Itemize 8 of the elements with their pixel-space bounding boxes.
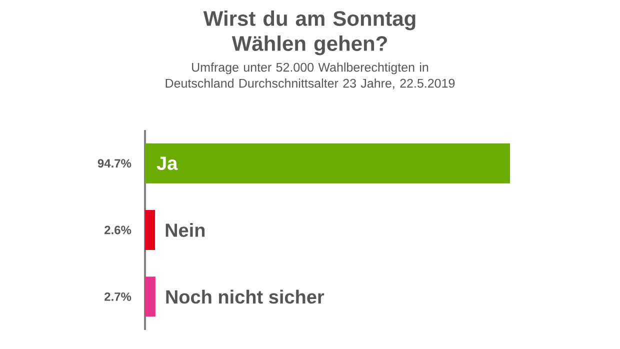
y-tick-label: Noch nicht sicher — [166, 290, 324, 304]
chart-subtitle: Umfrage unter 52.000 Wahlberechtigten in Deutschland Durchschnittsalter 23 Jahre, 22.5.2019 — [166, 62, 455, 90]
y-tick-label: Ja — [156, 156, 178, 170]
data-label: 2.6% — [104, 226, 132, 234]
y-tick-label: Nein — [166, 223, 205, 237]
chart-title: Wirst du am Sonntag Wählen gehen? — [203, 10, 416, 56]
data-label: 2.7% — [104, 292, 132, 301]
data-label: 94.7% — [98, 159, 132, 168]
